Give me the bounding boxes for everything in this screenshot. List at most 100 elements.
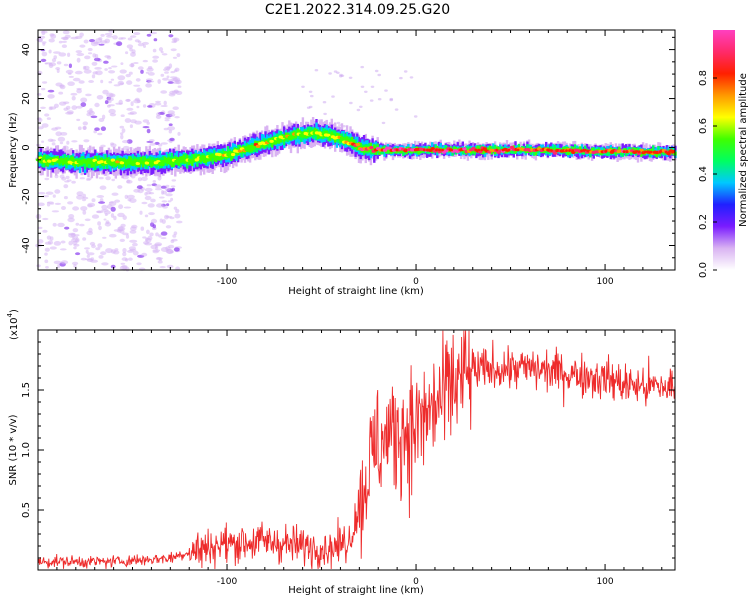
ridge-peak-dot bbox=[450, 148, 453, 152]
noise-speck bbox=[95, 70, 103, 76]
noise-speck bbox=[110, 264, 116, 269]
ridge-peak-dot bbox=[664, 150, 668, 154]
ridge-cell bbox=[573, 144, 577, 150]
noise-speck bbox=[336, 121, 341, 125]
ridge-peak bbox=[99, 160, 104, 164]
ridge-cell bbox=[356, 144, 359, 151]
noise-speck bbox=[158, 196, 165, 199]
noise-speck bbox=[72, 206, 80, 211]
ridge-cell bbox=[648, 151, 652, 158]
noise-speck bbox=[172, 56, 178, 59]
ridge-peak bbox=[190, 159, 195, 163]
noise-speck bbox=[165, 184, 170, 188]
noise-speck bbox=[76, 87, 82, 90]
ridge-cell bbox=[61, 158, 65, 165]
noise-speck bbox=[108, 81, 113, 84]
ridge-cell bbox=[618, 146, 621, 150]
noise-speck bbox=[113, 84, 121, 87]
ridge-peak-dot bbox=[667, 150, 671, 154]
noise-speck bbox=[95, 247, 101, 251]
noise-speck bbox=[128, 246, 136, 251]
noise-speck bbox=[314, 69, 319, 72]
noise-speck bbox=[44, 259, 49, 264]
noise-speck bbox=[108, 67, 112, 70]
ridge-cell bbox=[636, 147, 640, 153]
noise-speck bbox=[72, 77, 81, 82]
noise-speck bbox=[125, 99, 131, 102]
colorbar-tick-label: 0.8 bbox=[698, 70, 709, 86]
noise-speck bbox=[360, 65, 365, 69]
ridge-peak-dot bbox=[435, 148, 438, 152]
noise-speck bbox=[155, 100, 161, 103]
ridge-peak-dot bbox=[507, 148, 511, 152]
noise-speck bbox=[168, 129, 172, 134]
noise-speck bbox=[133, 84, 141, 87]
noise-speck bbox=[130, 51, 136, 57]
noise-speck bbox=[145, 83, 153, 88]
noise-speck bbox=[128, 71, 133, 75]
ridge-cell bbox=[46, 159, 49, 167]
noise-speck bbox=[42, 195, 50, 198]
ridge-cell bbox=[635, 148, 638, 152]
ridge-peak bbox=[217, 153, 222, 157]
ridge-cell bbox=[313, 128, 316, 134]
ridge-peak bbox=[369, 146, 374, 150]
noise-speck bbox=[121, 257, 128, 261]
ridge-peak bbox=[131, 162, 136, 166]
colorbar-label: Normalized spectral amplitude bbox=[738, 73, 749, 227]
noise-speck bbox=[165, 225, 172, 229]
noise-speck bbox=[82, 198, 86, 202]
ridge-peak-dot bbox=[604, 149, 608, 153]
ridge-peak-dot bbox=[571, 149, 574, 153]
ridge-cell bbox=[271, 141, 274, 148]
noise-speck bbox=[161, 190, 164, 195]
noise-speck bbox=[413, 115, 418, 118]
noise-speck bbox=[328, 72, 332, 75]
ridge-cell bbox=[529, 150, 532, 155]
noise-speck bbox=[148, 212, 155, 216]
ridge-peak bbox=[553, 151, 558, 155]
noise-speck bbox=[160, 185, 167, 189]
noise-speck bbox=[163, 68, 168, 72]
noise-speck bbox=[101, 204, 108, 210]
colorbar-gradient bbox=[713, 30, 735, 270]
noise-speck bbox=[40, 106, 46, 110]
noise-speck bbox=[70, 36, 79, 40]
ridge-cell bbox=[141, 161, 145, 168]
noise-speck bbox=[91, 61, 98, 66]
ridge-cell bbox=[184, 153, 187, 163]
ridge-cell bbox=[374, 148, 378, 155]
noise-speck bbox=[52, 222, 57, 227]
ridge-cell bbox=[390, 150, 393, 154]
ridge-peak-dot bbox=[404, 148, 408, 152]
noise-speck bbox=[96, 95, 104, 100]
noise-speck bbox=[88, 80, 94, 83]
ridge-cell bbox=[279, 136, 282, 143]
noise-speck bbox=[82, 121, 89, 126]
noise-speck bbox=[152, 250, 159, 254]
noise-speck bbox=[57, 222, 65, 228]
ridge-peak bbox=[176, 157, 181, 161]
noise-speck bbox=[111, 65, 118, 68]
ridge-peak-dot bbox=[547, 148, 550, 152]
ridge-cell bbox=[373, 144, 376, 150]
noise-speck bbox=[80, 102, 87, 107]
ridge-peak bbox=[230, 152, 236, 157]
ridge-cell bbox=[395, 150, 398, 154]
ridge-cell bbox=[497, 146, 500, 150]
noise-speck bbox=[135, 78, 141, 82]
noise-speck bbox=[102, 89, 109, 95]
noise-speck bbox=[166, 264, 174, 269]
noise-speck bbox=[154, 187, 162, 191]
noise-speck bbox=[44, 62, 48, 65]
noise-speck bbox=[162, 77, 169, 81]
noise-speck bbox=[133, 32, 141, 36]
noise-speck bbox=[89, 108, 93, 111]
ridge-cell bbox=[517, 148, 521, 155]
noise-speck bbox=[44, 252, 48, 256]
ridge-cell bbox=[487, 147, 490, 151]
noise-speck bbox=[155, 232, 159, 237]
noise-speck bbox=[152, 55, 160, 59]
noise-speck bbox=[171, 187, 175, 192]
noise-speck bbox=[103, 60, 109, 64]
